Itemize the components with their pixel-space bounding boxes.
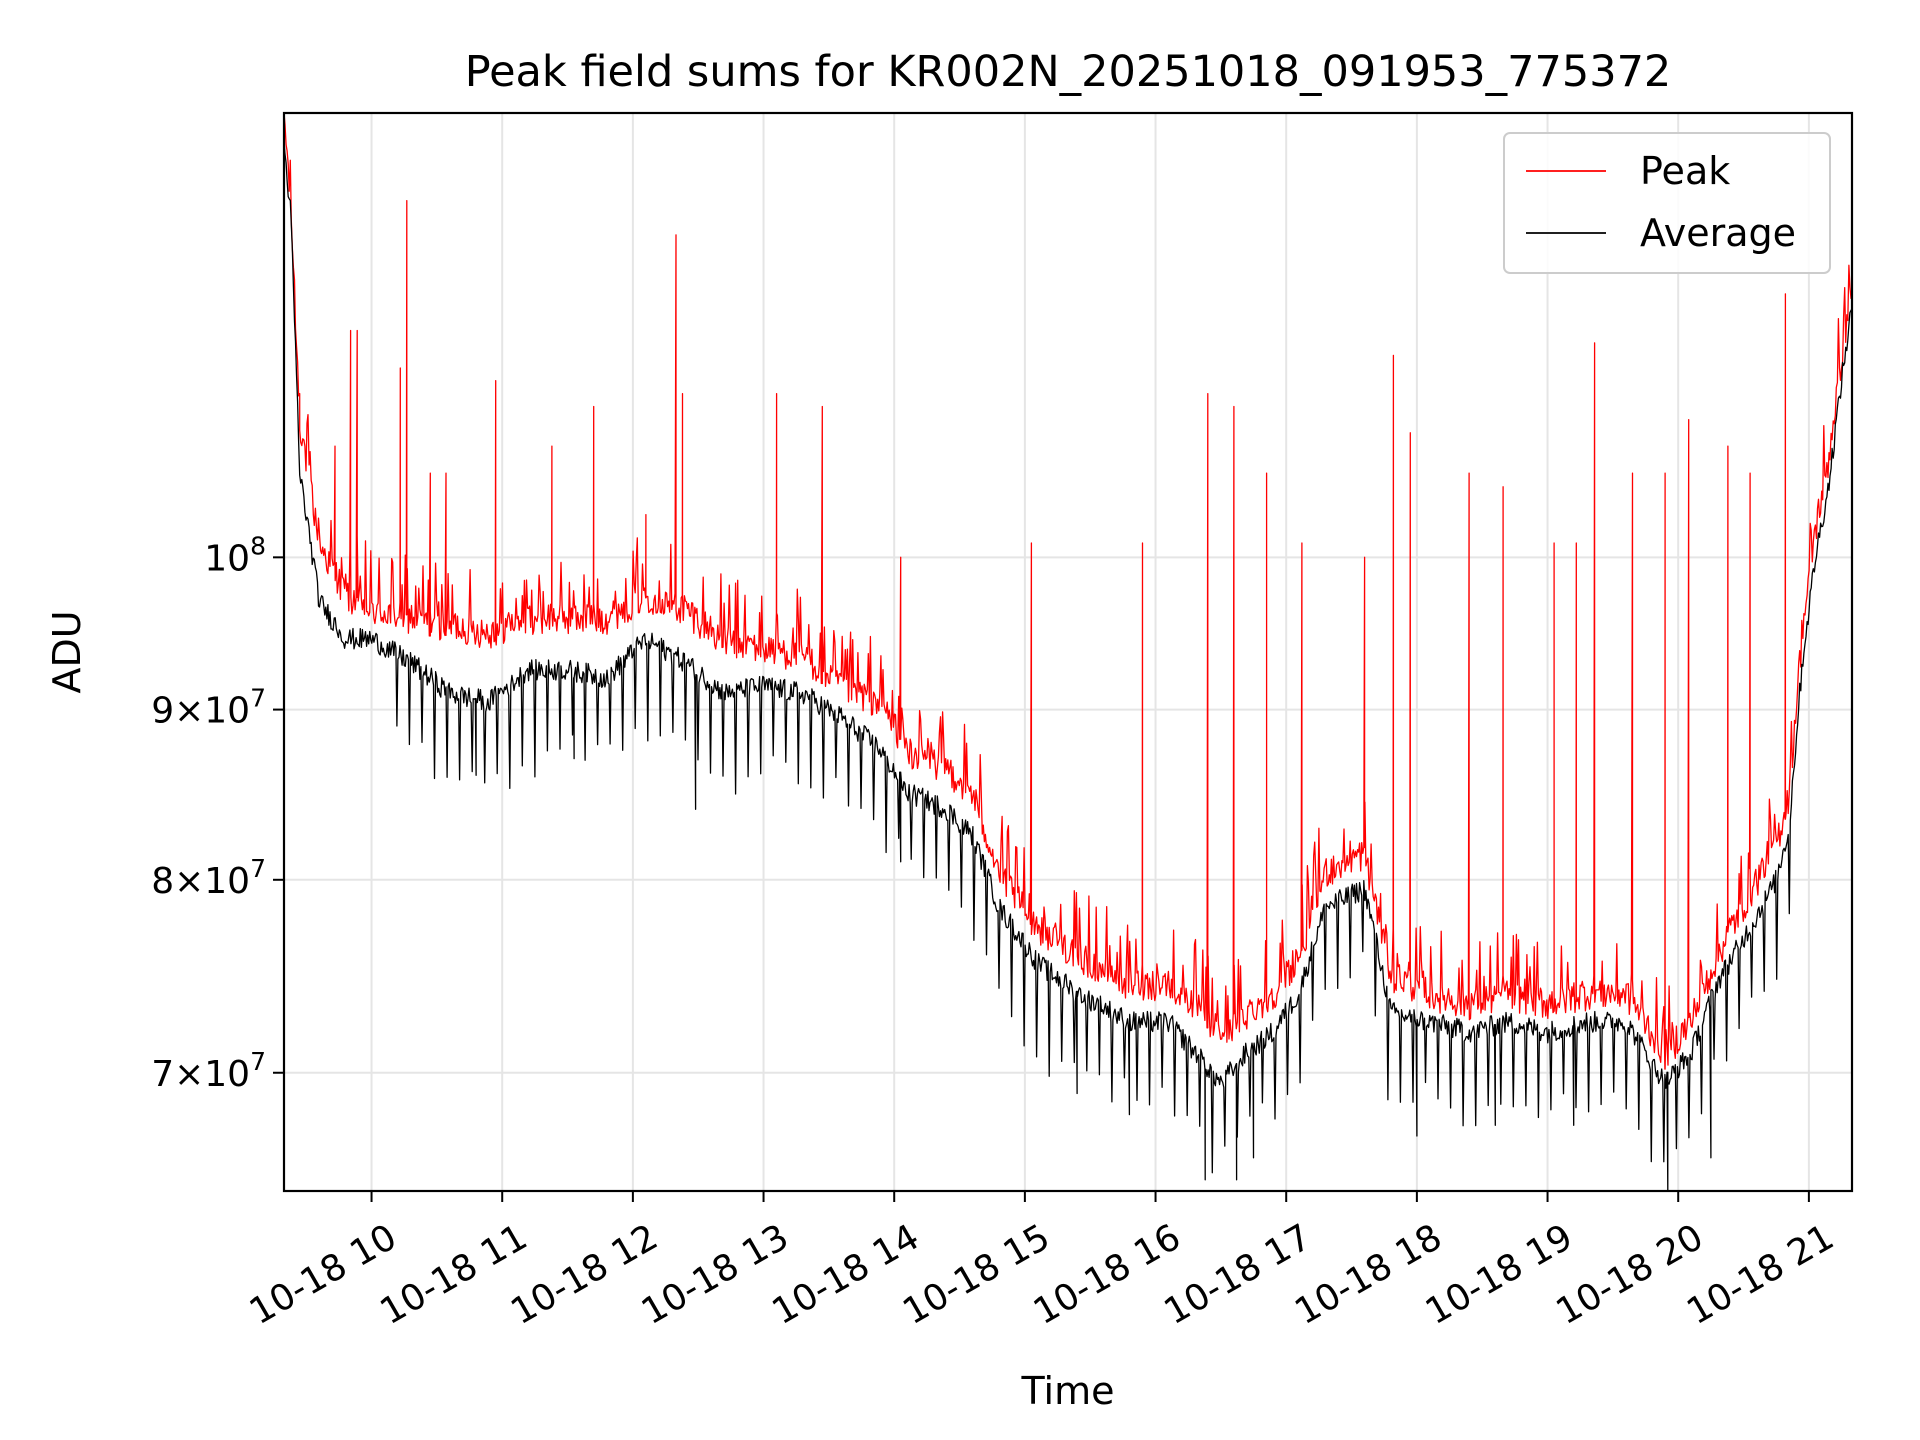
y-tick-label: 8×107: [151, 854, 266, 902]
legend-label-peak: Peak: [1640, 149, 1730, 193]
x-tick-label: 10-18 11: [374, 1217, 535, 1333]
x-tick-label: 10-18 13: [635, 1217, 796, 1333]
legend-label-average: Average: [1640, 211, 1796, 255]
legend: Peak Average: [1503, 132, 1831, 274]
plot-frame: [282, 111, 1854, 1193]
grid-layer: [284, 113, 1852, 1191]
series-average-line: [284, 141, 1852, 1191]
legend-box: [1503, 132, 1831, 274]
x-tick-label: 10-18 14: [766, 1217, 927, 1333]
series-layer: [284, 113, 1852, 1191]
chart-title: Peak field sums for KR002N_20251018_0919…: [465, 47, 1672, 97]
series-peak-line: [284, 113, 1852, 1070]
y-tick-label: 108: [204, 531, 266, 579]
x-tick-label: 10-18 20: [1550, 1217, 1711, 1333]
x-tick-label: 10-18 16: [1027, 1217, 1188, 1333]
x-tick-label: 10-18 18: [1288, 1217, 1449, 1333]
y-tick-label: 7×107: [151, 1047, 266, 1095]
x-tick-label: 10-18 15: [896, 1217, 1057, 1333]
y-axis-label: ADU: [45, 610, 89, 693]
x-tick-label: 10-18 10: [243, 1217, 404, 1333]
x-tick-label: 10-18 19: [1419, 1217, 1580, 1333]
x-tick-label: 10-18 21: [1680, 1217, 1841, 1333]
y-tick-label: 9×107: [151, 684, 266, 732]
x-axis-label: Time: [1021, 1369, 1115, 1413]
x-tick-label: 10-18 17: [1158, 1217, 1319, 1333]
x-tick-label: 10-18 12: [504, 1217, 665, 1333]
